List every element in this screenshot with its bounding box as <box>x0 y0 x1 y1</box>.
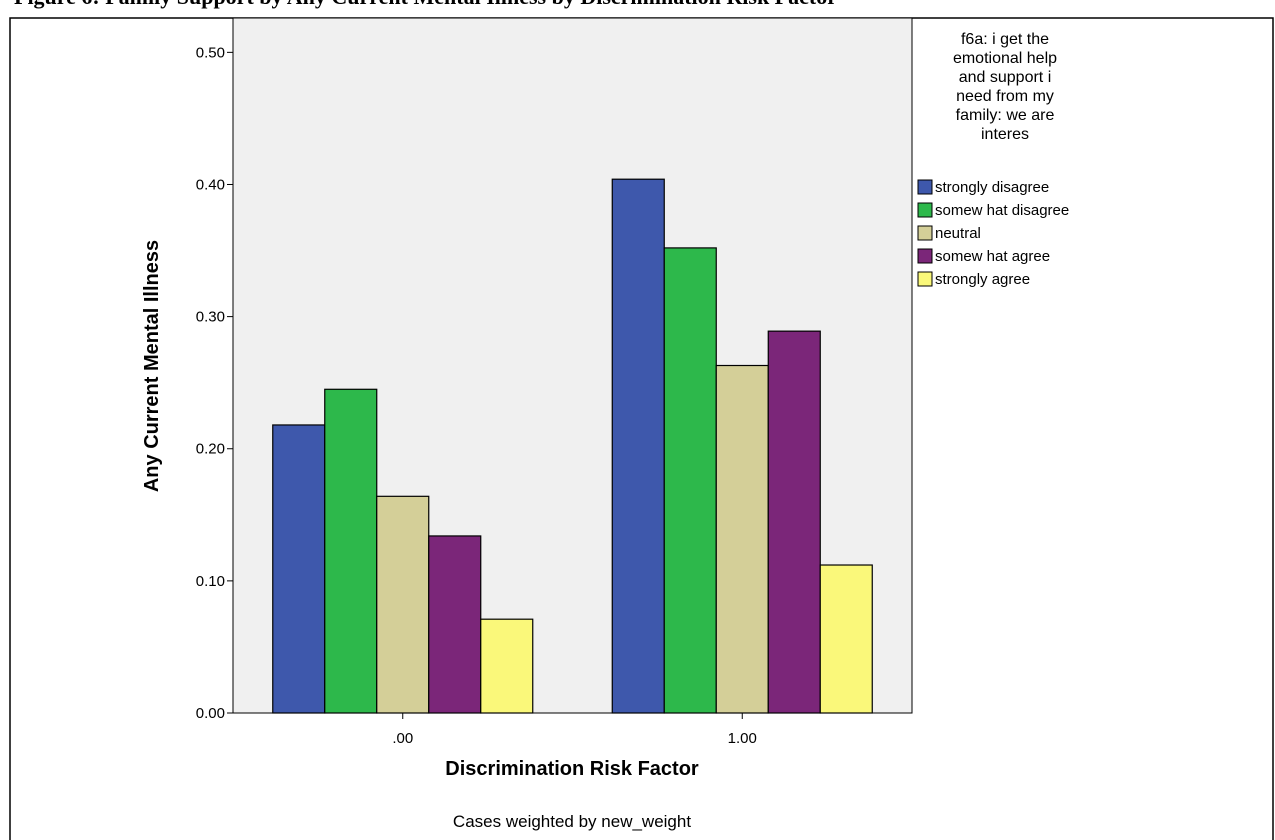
y-tick-label: 0.10 <box>196 573 225 590</box>
bar <box>611 178 665 714</box>
chart-title: Figure 6: Family Support by Any Current … <box>14 0 837 9</box>
legend-label: somew hat disagree <box>935 202 1069 219</box>
bar <box>715 364 769 714</box>
legend-label: somew hat agree <box>935 248 1050 265</box>
x-axis-label: Discrimination Risk Factor <box>445 758 699 780</box>
bar <box>428 535 482 714</box>
legend-swatch <box>917 271 933 287</box>
bar <box>663 247 717 714</box>
legend-label: neutral <box>935 225 981 242</box>
legend-title: f6a: i get the emotional help and suppor… <box>952 31 1058 143</box>
bar <box>480 618 534 714</box>
legend-swatch <box>917 248 933 264</box>
x-tick-label: .00 <box>392 730 413 747</box>
bar <box>272 424 326 714</box>
y-axis-label: Any Current Mental Illness <box>141 240 163 492</box>
y-tick-label: 0.00 <box>196 705 225 722</box>
legend-swatch <box>917 225 933 241</box>
x-tick-label: 1.00 <box>728 730 757 747</box>
legend-label: strongly disagree <box>935 179 1049 196</box>
y-tick-label: 0.50 <box>196 44 225 61</box>
y-tick-label: 0.30 <box>196 309 225 326</box>
bar <box>819 564 873 714</box>
legend-swatch <box>917 179 933 195</box>
bar <box>767 330 821 714</box>
y-tick-label: 0.20 <box>196 441 225 458</box>
legend-swatch <box>917 202 933 218</box>
bar <box>324 388 378 714</box>
y-tick-label: 0.40 <box>196 176 225 193</box>
bar <box>376 495 430 714</box>
footnote: Cases weighted by new_weight <box>453 812 691 831</box>
legend-label: strongly agree <box>935 271 1030 288</box>
